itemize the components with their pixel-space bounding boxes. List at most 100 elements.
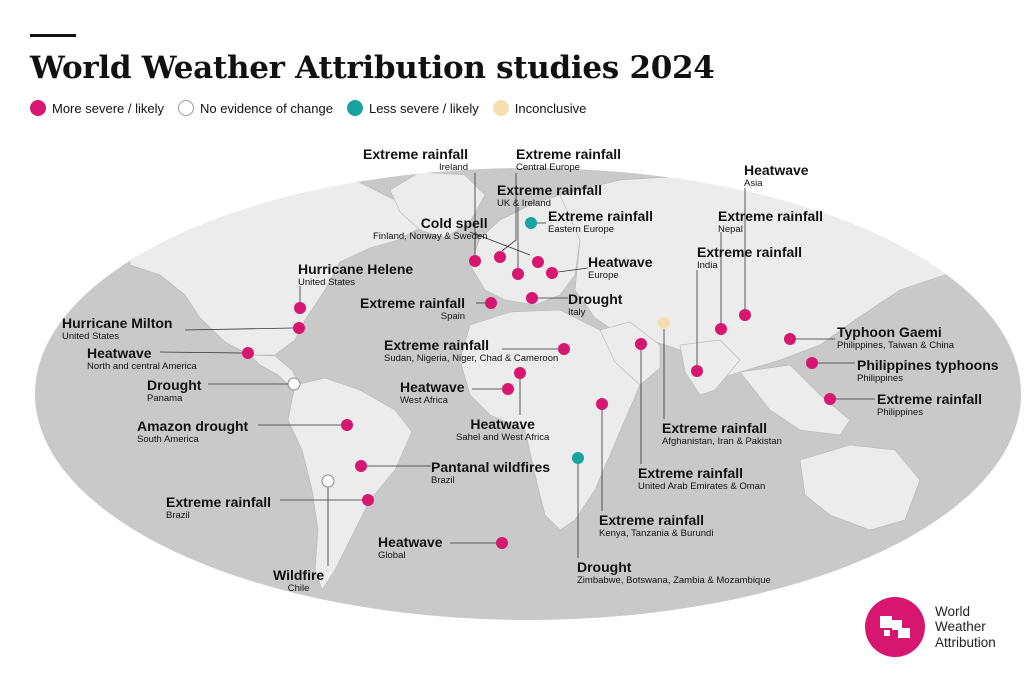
study-region: Philippines [857, 373, 903, 384]
study-marker-more-severe[interactable] [784, 333, 796, 345]
legend-label: Less severe / likely [368, 100, 479, 116]
study-title: Pantanal wildfires [431, 459, 551, 475]
study-marker-more-severe[interactable] [806, 357, 818, 369]
study-label: Extreme rainfall Nepal [718, 209, 823, 235]
study-label: Heatwave West Africa [400, 380, 465, 406]
study-marker-more-severe[interactable] [532, 256, 544, 268]
study-region: West Africa [400, 395, 448, 406]
legend-item-inconclusive: Inconclusive [492, 100, 586, 116]
study-region: Chile [287, 583, 310, 594]
study-title: Heatwave [588, 254, 653, 270]
study-title: Extreme rainfall [497, 182, 603, 198]
study-title: Extreme rainfall [363, 146, 469, 162]
wwa-logo-text: World Weather Attribution [935, 604, 996, 650]
study-marker-more-severe[interactable] [715, 323, 727, 335]
wwa-logo-icon [865, 597, 925, 657]
study-title: Extreme rainfall [718, 208, 824, 224]
study-marker-more-severe[interactable] [691, 365, 703, 377]
study-label: Typhoon Gaemi Philippines, Taiwan & China [837, 325, 954, 351]
study-marker-more-severe[interactable] [596, 398, 608, 410]
study-marker-more-severe[interactable] [242, 347, 254, 359]
study-label: Extreme rainfall Sudan, Nigeria, Niger, C… [384, 338, 558, 364]
leader-line [184, 327, 294, 331]
legend-swatch-inconclusive [492, 100, 509, 116]
study-marker-more-severe[interactable] [293, 322, 305, 334]
study-title: Extreme rainfall [638, 465, 744, 481]
study-marker-less-severe[interactable] [525, 217, 537, 229]
leader-line [501, 173, 517, 252]
study-title: Drought [147, 377, 202, 393]
study-marker-no-evidence[interactable] [321, 474, 335, 488]
study-marker-more-severe[interactable] [496, 537, 508, 549]
study-label: Extreme rainfall Central Europe [516, 147, 621, 173]
study-region: UK & Ireland [497, 198, 551, 209]
study-label: Amazon drought South America [137, 419, 248, 445]
study-label: Extreme rainfall Brazil [166, 495, 271, 521]
land-australia [799, 444, 921, 531]
study-label: Drought Panama [147, 378, 201, 404]
study-label: Cold spell Finland, Norway & Sweden [373, 216, 488, 242]
land-south-america [287, 377, 413, 591]
study-title: Extreme rainfall [877, 391, 983, 407]
study-region: Global [378, 550, 406, 561]
page-title: World Weather Attribution studies 2024 [30, 50, 715, 86]
study-region: Nepal [718, 224, 743, 235]
study-marker-more-severe[interactable] [341, 419, 353, 431]
study-region: Afghanistan, Iran & Pakistan [662, 436, 782, 447]
study-marker-more-severe[interactable] [514, 367, 526, 379]
study-label: Hurricane Helene United States [298, 262, 413, 288]
study-label: Heatwave Global [378, 535, 443, 561]
study-region: Sahel and West Africa [456, 432, 550, 443]
study-label: Drought Zimbabwe, Botswana, Zambia & Moza… [577, 560, 771, 586]
study-marker-more-severe[interactable] [635, 338, 647, 350]
study-marker-more-severe[interactable] [362, 494, 374, 506]
study-region: Italy [568, 307, 586, 318]
legend-item-less-severe: Less severe / likely [346, 100, 479, 116]
study-title: Drought [568, 291, 623, 307]
study-title: Extreme rainfall [166, 494, 272, 510]
land-southeast-asia [739, 364, 851, 436]
legend-item-more-severe: More severe / likely [30, 100, 164, 116]
study-marker-more-severe[interactable] [294, 302, 306, 314]
study-region: Eastern Europe [548, 224, 615, 235]
study-region: Sudan, Nigeria, Niger, Chad & Cameroon [384, 353, 559, 364]
land-new-zealand [931, 524, 951, 551]
study-marker-less-severe[interactable] [572, 452, 584, 464]
study-title: Extreme rainfall [697, 244, 803, 260]
study-marker-more-severe[interactable] [526, 292, 538, 304]
study-region: Asia [744, 178, 763, 189]
study-marker-more-severe[interactable] [355, 460, 367, 472]
study-title: Extreme rainfall [360, 295, 466, 311]
study-label: Extreme rainfall UK & Ireland [497, 183, 602, 209]
study-marker-inconclusive[interactable] [658, 317, 670, 329]
study-marker-more-severe[interactable] [502, 383, 514, 395]
legend: More severe / likely No evidence of chan… [30, 97, 600, 119]
study-region: Panama [147, 393, 183, 404]
study-label: Extreme rainfall Spain [360, 296, 465, 322]
study-label: Extreme rainfall Eastern Europe [548, 209, 653, 235]
study-title: Heatwave [378, 534, 443, 550]
study-marker-more-severe[interactable] [469, 255, 481, 267]
legend-swatch-more-severe [30, 100, 46, 116]
study-title: Drought [577, 559, 632, 575]
legend-item-no-evidence: No evidence of change [177, 100, 333, 116]
study-marker-more-severe[interactable] [558, 343, 570, 355]
land-africa [459, 309, 641, 531]
study-marker-more-severe[interactable] [494, 251, 506, 263]
study-title: Heatwave [400, 379, 465, 395]
study-marker-more-severe[interactable] [485, 297, 497, 309]
study-marker-more-severe[interactable] [824, 393, 836, 405]
study-region: Zimbabwe, Botswana, Zambia & Mozambique [577, 575, 771, 586]
study-marker-more-severe[interactable] [546, 267, 558, 279]
study-region: Kenya, Tanzania & Burundi [599, 528, 714, 539]
study-marker-no-evidence[interactable] [287, 377, 301, 391]
study-marker-more-severe[interactable] [512, 268, 524, 280]
study-label: Extreme rainfall Ireland [363, 147, 468, 173]
study-marker-more-severe[interactable] [739, 309, 751, 321]
study-region: United Arab Emirates & Oman [638, 481, 766, 492]
study-title: Cold spell [420, 215, 488, 231]
study-label: Heatwave North and central America [87, 346, 197, 372]
study-label: Extreme rainfall Kenya, Tanzania & Burund… [599, 513, 713, 539]
study-label: Extreme rainfall United Arab Emirates & O… [638, 466, 765, 492]
